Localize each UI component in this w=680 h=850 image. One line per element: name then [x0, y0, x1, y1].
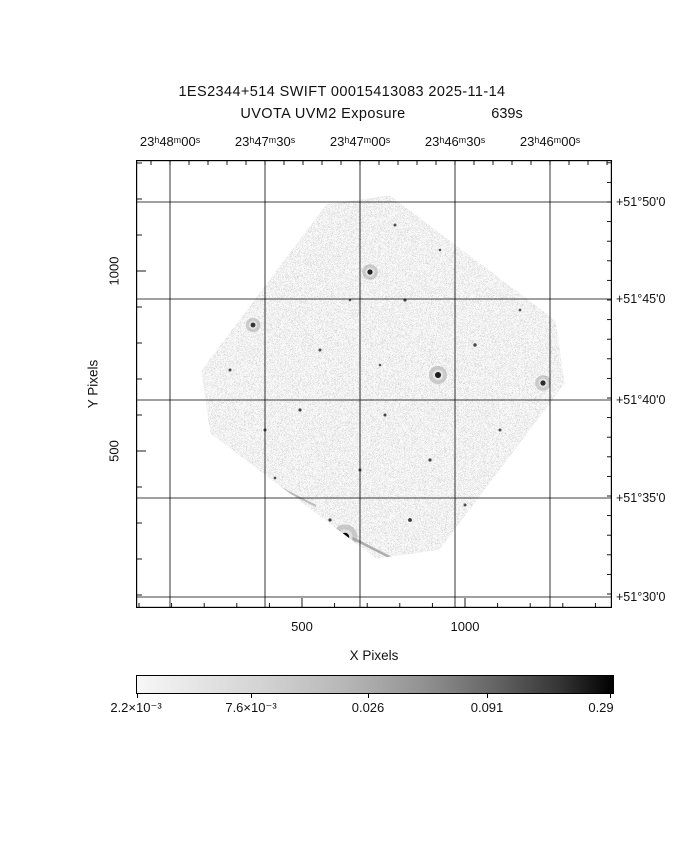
point-source	[503, 468, 507, 472]
point-source	[340, 532, 350, 542]
dec-tick-label: +51°50'0	[616, 195, 666, 209]
dec-tick-label: +51°35'0	[616, 491, 666, 505]
diffuse-source	[284, 231, 296, 243]
point-source	[408, 518, 412, 522]
dec-tick-label: +51°45'0	[616, 292, 666, 306]
point-source	[518, 308, 522, 312]
point-source	[378, 363, 382, 367]
point-source	[540, 380, 546, 386]
point-source	[328, 518, 332, 522]
point-source	[228, 368, 232, 372]
sky-image-plot	[136, 160, 612, 608]
point-source	[318, 348, 322, 352]
point-source	[178, 413, 182, 417]
point-source	[438, 248, 442, 252]
point-source	[498, 428, 502, 432]
colorbar-tick-label: 0.091	[470, 700, 504, 715]
x-tick-label: 500	[291, 619, 313, 634]
y-tick-label: 1000	[106, 256, 122, 286]
plot-frame	[136, 160, 612, 608]
colorbar-tick-label: 0.29	[588, 700, 614, 715]
colorbar-tick-label: 7.6×10⁻³	[225, 700, 277, 715]
dec-tick-label: +51°30'0	[616, 590, 666, 604]
colorbar-tick	[137, 693, 138, 698]
point-source	[428, 458, 432, 462]
coordinate-grid	[136, 160, 612, 608]
colorbar-tick	[610, 693, 611, 698]
point-source	[435, 372, 441, 378]
colorbar-tick	[487, 693, 488, 698]
colorbar-tick-label: 2.2×10⁻³	[110, 700, 162, 715]
point-source	[383, 413, 387, 417]
colorbar-tick-label: 0.026	[351, 700, 385, 715]
star-ring	[337, 529, 353, 545]
y-tick-label: 500	[106, 440, 122, 462]
star-halo	[332, 524, 358, 550]
colorbar-tick	[368, 693, 369, 698]
x-axis-title: X Pixels	[349, 648, 399, 663]
plot-subtitle: UVOTA UVM2 Exposure	[240, 106, 406, 122]
point-source	[273, 476, 277, 480]
plot-title: 1ES2344+514 SWIFT 00015413083 2025-11-14	[178, 84, 506, 100]
point-source	[463, 503, 467, 507]
point-source	[250, 322, 256, 328]
ra-tick-label: 23ʰ47ᵐ30ˢ	[234, 134, 296, 149]
detector-field	[174, 168, 592, 586]
ra-tick-label: 23ʰ47ᵐ00ˢ	[329, 134, 391, 149]
y-axis-title: Y Pixels	[85, 359, 101, 409]
point-source	[393, 223, 397, 227]
dec-tick-label: +51°40'0	[616, 393, 666, 407]
point-source	[473, 343, 477, 347]
x-tick-label: 1000	[450, 619, 480, 634]
point-source	[553, 438, 557, 442]
colorbar-tick	[251, 693, 252, 698]
point-source	[298, 408, 302, 412]
point-source	[367, 269, 373, 275]
ra-tick-label: 23ʰ46ᵐ00ˢ	[519, 134, 581, 149]
exposure-time-label: 639s	[491, 106, 523, 122]
colorbar	[136, 675, 614, 694]
ra-tick-label: 23ʰ48ᵐ00ˢ	[139, 134, 201, 149]
axis-ticks	[137, 161, 611, 607]
point-source	[208, 448, 212, 452]
ra-tick-label: 23ʰ46ᵐ30ˢ	[424, 134, 486, 149]
